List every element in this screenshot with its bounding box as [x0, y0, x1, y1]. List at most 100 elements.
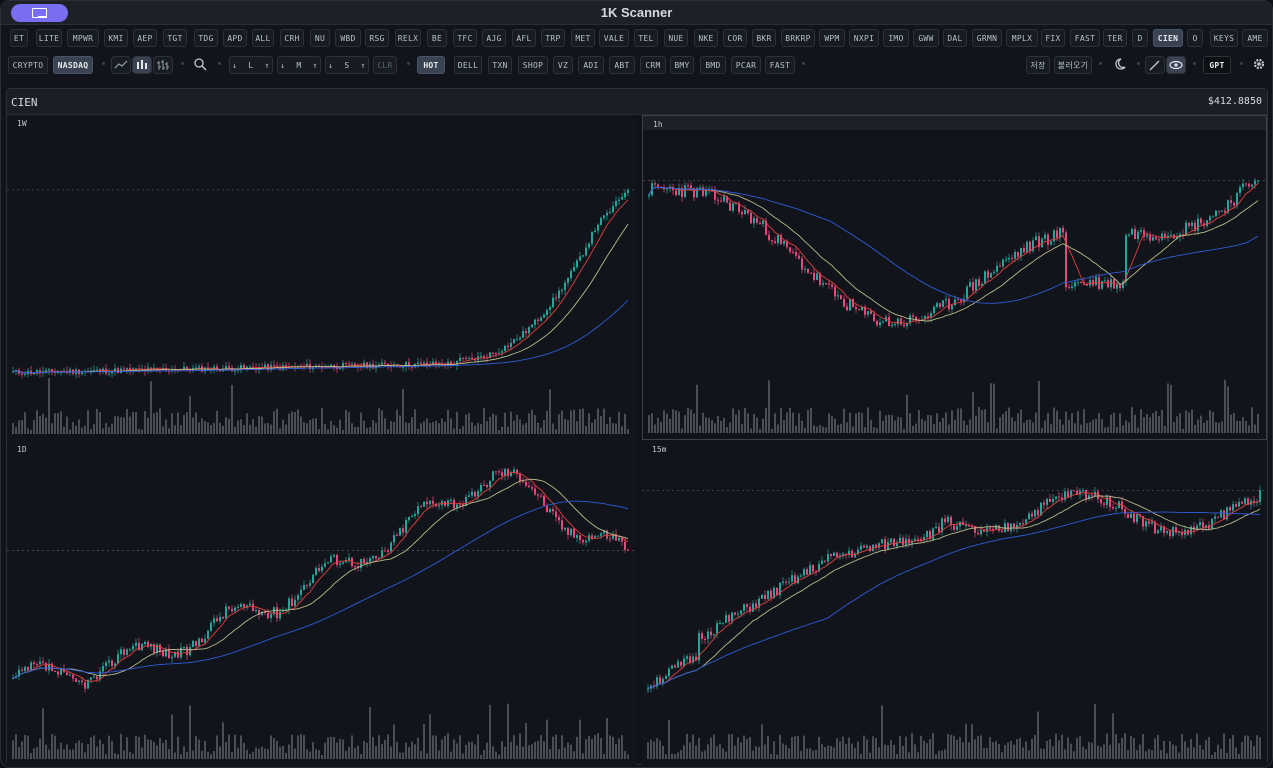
ticker-bkr[interactable]: BKR: [752, 29, 776, 47]
separator: [218, 62, 221, 65]
hot-ticker-abt[interactable]: ABT: [609, 56, 635, 74]
timeframe-label: 15m: [652, 445, 667, 454]
chart-daily[interactable]: 1D: [7, 441, 637, 765]
ticker-mplx[interactable]: MPLX: [1006, 29, 1038, 47]
ticker-brkrp[interactable]: BRKRP: [781, 29, 815, 47]
ticker-d[interactable]: D: [1132, 29, 1148, 47]
screen-button[interactable]: [11, 4, 68, 22]
ticker-nu[interactable]: NU: [310, 29, 330, 47]
ticker-nke[interactable]: NKE: [694, 29, 718, 47]
sort-long-group[interactable]: ↓ L ↑: [229, 56, 273, 74]
hot-ticker-bmd[interactable]: BMD: [700, 56, 726, 74]
search-icon: [194, 58, 207, 71]
gear-icon: [1253, 58, 1265, 70]
ticker-apd[interactable]: APD: [223, 29, 247, 47]
eye-icon: [1169, 60, 1183, 70]
ticker-mpwr[interactable]: MPWR: [67, 29, 99, 47]
market-nasdaq[interactable]: NASDAQ: [53, 56, 93, 74]
chart-15min[interactable]: 15m: [642, 441, 1267, 765]
ticker-cien[interactable]: CIEN: [1153, 29, 1183, 47]
ticker-tdg[interactable]: TDG: [194, 29, 218, 47]
gpt-button[interactable]: GPT: [1203, 56, 1231, 74]
candlestick-chart: [7, 188, 637, 434]
ticker-et[interactable]: ET: [10, 29, 28, 47]
ticker-wpm[interactable]: WPM: [819, 29, 845, 47]
timeframe-label: 1D: [17, 445, 27, 454]
ticker-vale[interactable]: VALE: [599, 29, 629, 47]
ticker-ter[interactable]: TER: [1103, 29, 1127, 47]
dark-mode-button[interactable]: [1109, 56, 1129, 74]
ticker-grmn[interactable]: GRMN: [972, 29, 1002, 47]
bar-chart-button[interactable]: [153, 56, 173, 74]
ticker-ajg[interactable]: AJG: [482, 29, 506, 47]
separator: [407, 62, 410, 65]
ticker-tel[interactable]: TEL: [634, 29, 658, 47]
ticker-aep[interactable]: AEP: [133, 29, 157, 47]
ticker-be[interactable]: BE: [427, 29, 447, 47]
ticker-rsg[interactable]: RSG: [365, 29, 389, 47]
separator: [102, 62, 105, 65]
sort-mid-group[interactable]: ↓ M ↑: [277, 56, 321, 74]
separator: [1193, 62, 1196, 65]
ticker-relx[interactable]: RELX: [395, 29, 421, 47]
ticker-nue[interactable]: NUE: [664, 29, 688, 47]
save-button[interactable]: 저장: [1026, 56, 1050, 74]
candlestick-chart: [643, 178, 1266, 433]
ticker-lite[interactable]: LITE: [36, 29, 62, 47]
sort-short-group[interactable]: ↓ S ↑: [325, 56, 369, 74]
ticker-fast[interactable]: FAST: [1070, 29, 1100, 47]
candle-chart-button[interactable]: [132, 56, 152, 74]
ticker-o[interactable]: O: [1187, 29, 1203, 47]
hot-ticker-txn[interactable]: TXN: [488, 56, 512, 74]
ticker-ame[interactable]: AME: [1242, 29, 1268, 47]
ticker-wbd[interactable]: WBD: [335, 29, 361, 47]
pencil-icon: [1149, 60, 1160, 71]
chart-hourly[interactable]: 1h: [642, 115, 1267, 440]
ticker-all[interactable]: ALL: [252, 29, 274, 47]
chart-weekly[interactable]: 1W: [7, 115, 637, 440]
ticker-crh[interactable]: CRH: [280, 29, 304, 47]
ticker-keys[interactable]: KEYS: [1210, 29, 1238, 47]
hot-ticker-shop[interactable]: SHOP: [518, 56, 548, 74]
visibility-button[interactable]: [1166, 56, 1186, 74]
ticker-nxpi[interactable]: NXPI: [849, 29, 879, 47]
ohlc-icon: [157, 60, 169, 70]
ticker-imo[interactable]: IMO: [883, 29, 909, 47]
load-button[interactable]: 불러오기: [1054, 56, 1092, 74]
ticker-bar: ET LITE MPWR KMI AEP TGT TDG APD ALL CRH NU WBD RSG R…: [1, 29, 1272, 51]
moon-icon: [1115, 58, 1126, 70]
separator: [1240, 62, 1243, 65]
hot-ticker-crm[interactable]: CRM: [640, 56, 666, 74]
hot-ticker-bmy[interactable]: BMY: [670, 56, 694, 74]
zoom-button[interactable]: [190, 56, 210, 74]
ticker-cor[interactable]: COR: [723, 29, 747, 47]
ticker-trp[interactable]: TRP: [541, 29, 565, 47]
ticker-fix[interactable]: FIX: [1041, 29, 1065, 47]
candlestick-icon: [137, 60, 147, 69]
monitor-icon: [32, 8, 47, 18]
hot-ticker-pcar[interactable]: PCAR: [731, 56, 761, 74]
hot-ticker-fast[interactable]: FAST: [765, 56, 795, 74]
ticker-met[interactable]: MET: [571, 29, 595, 47]
line-chart-button[interactable]: [111, 56, 131, 74]
hot-ticker-adi[interactable]: ADI: [578, 56, 604, 74]
ticker-afl[interactable]: AFL: [512, 29, 536, 47]
ticker-gww[interactable]: GWW: [913, 29, 939, 47]
toolbar: CRYPTO NASDAQ ↓ L ↑ ↓ M ↑ ↓ S ↑ CLR HOT DELL TXN…: [1, 56, 1272, 78]
ticker-tgt[interactable]: TGT: [163, 29, 187, 47]
clear-button[interactable]: CLR: [373, 56, 397, 74]
settings-button[interactable]: [1249, 56, 1269, 74]
panel-header: CIEN $412.8850: [7, 89, 1267, 115]
separator: [1137, 62, 1140, 65]
separator: [181, 62, 184, 65]
market-crypto[interactable]: CRYPTO: [8, 56, 48, 74]
draw-button[interactable]: [1145, 56, 1165, 74]
ticker-dal[interactable]: DAL: [943, 29, 967, 47]
price-label: $412.8850: [1207, 96, 1262, 107]
hot-ticker-vz[interactable]: VZ: [553, 56, 573, 74]
ticker-kmi[interactable]: KMI: [104, 29, 128, 47]
hot-button[interactable]: HOT: [417, 56, 445, 74]
ticker-tfc[interactable]: TFC: [453, 29, 477, 47]
hot-ticker-dell[interactable]: DELL: [454, 56, 482, 74]
